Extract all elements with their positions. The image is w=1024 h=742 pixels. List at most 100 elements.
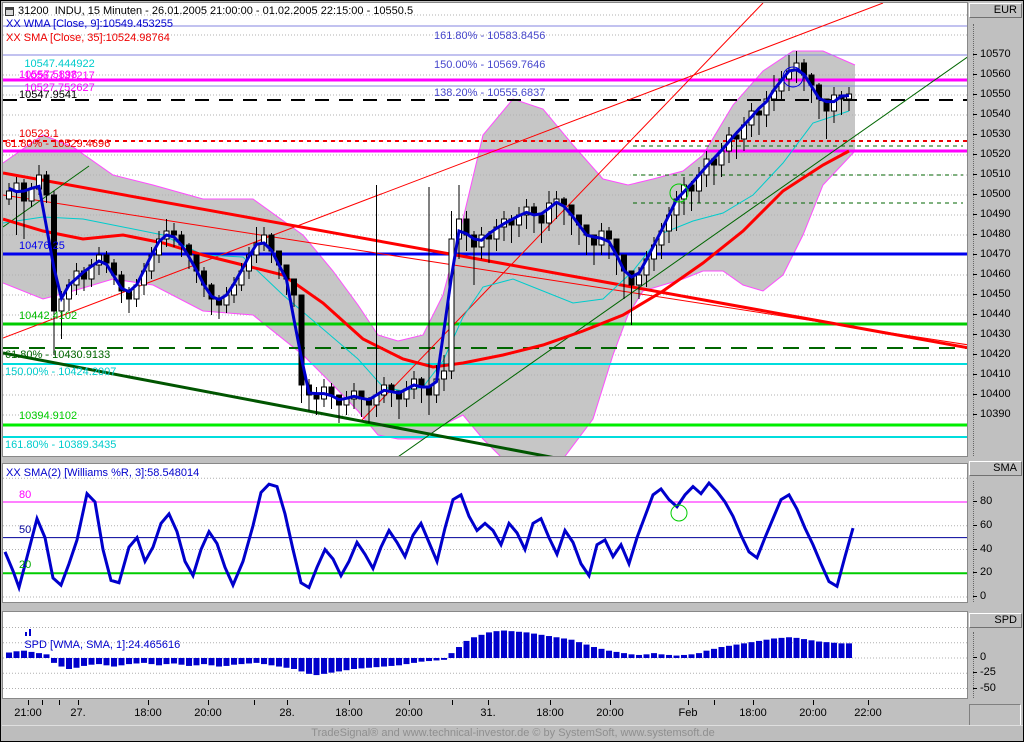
time-tick [287,700,288,705]
time-tick [688,700,689,705]
legend-wma: XX WMA [Close, 9]:10549.453255 [6,18,173,30]
eur-axis-label-tick [973,374,977,375]
eur-axis-label: 10470 [980,248,1011,260]
time-tick [868,700,869,705]
eur-axis-header: EUR [969,3,1022,18]
band-mid-value: 10547.444922 [24,58,95,70]
spd-panel[interactable]: SPD [WMA, SMA, 1]:24.465616 [2,611,968,699]
spd-axis-label: -25 [980,666,996,679]
price-level-label: 10523.1 [19,128,59,140]
eur-axis-label: 10420 [980,348,1011,360]
eur-axis-label-tick [973,354,977,355]
time-axis: 21:00 27. 18:00 20:00 28. 18:00 20:00 31. 18:00 2… [2,699,968,725]
eur-axis-label: 10550 [980,88,1011,100]
legend-spd: SPD [WMA, SMA, 1]:24.465616 [6,615,180,663]
time-axis-label: 20:00 [395,707,423,719]
eur-axis-label: 10490 [980,208,1011,220]
time-tick [208,700,209,705]
time-tick [349,700,350,705]
price-level-label: 61.80% - 10529.4696 [5,138,111,150]
price-level-label: 161.80% - 10583.8456 [434,30,546,42]
time-axis-label: 18:00 [739,707,767,719]
time-axis-label: 22:00 [854,707,882,719]
time-axis-label: 21:00 [14,707,42,719]
spd-axis-label-tick [973,672,977,674]
time-axis-label: Feb [678,707,698,719]
eur-axis-label: 10530 [980,128,1011,140]
eur-axis-label-tick [973,94,977,95]
sma-axis-label: 40 [980,542,993,555]
williams-level-label: 50 [19,524,32,536]
eur-axis-label-tick [973,234,977,235]
footer-credit: TradeSignal® and www.technical-investor.… [2,725,1023,741]
time-tick [550,700,551,705]
eur-axis-line [973,24,974,456]
price-level-label: 150.00% - 10424.2007 [5,366,117,378]
price-level-label: 161.80% - 10389.3435 [5,439,117,451]
spd-axis-label-tick [973,657,977,658]
right-axis-column: EUR SMA SPD 10570 10560 10550 10540 10530 105… [968,2,1023,741]
price-level-label: 10442.4102 [19,310,78,322]
eur-axis-label-tick [973,194,977,195]
eur-axis-label-tick [973,254,977,255]
eur-axis-label-tick [973,74,977,75]
sma-axis-label-tick [973,548,977,550]
eur-axis-label: 10540 [980,108,1011,120]
time-axis-label: 18:00 [335,707,363,719]
time-axis-label: 18:00 [134,707,162,719]
chart-title: 31200 INDU, 15 Minuten - 26.01.2005 21:0… [18,5,414,17]
eur-axis-label-tick [973,294,977,295]
time-tick [409,700,410,705]
price-level-label: 150.00% - 10569.7646 [434,59,546,71]
eur-axis-label-tick [973,394,977,395]
time-axis-label: 20:00 [596,707,624,719]
eur-axis-label: 10410 [980,368,1011,380]
time-tick [714,700,715,705]
sma-axis-label: 0 [980,590,987,602]
spd-axis-label: 0 [980,651,987,663]
time-tick [452,700,453,705]
price-level-label: 10476.25 [19,240,65,252]
sma-axis-label-tick [973,596,977,597]
chart-window-icon[interactable] [5,6,14,16]
time-tick [813,700,814,705]
sma-axis-header: SMA [969,461,1022,476]
spd-canvas [3,627,967,689]
spd-axis-label: -50 [980,681,996,694]
eur-axis-label: 10570 [980,48,1011,60]
sma-axis-label-tick [973,572,977,574]
spd-axis-header: SPD [969,613,1022,628]
williams-r-canvas [3,477,967,598]
time-axis-label: 20:00 [799,707,827,719]
legend-williams: XX SMA(2) [Williams %R, 3]:58.548014 [6,467,200,479]
sma-axis-label: 20 [980,566,993,579]
time-tick [610,700,611,705]
time-tick [254,700,255,705]
time-tick [488,700,489,705]
time-tick [42,700,43,705]
sma-axis-label-tick [973,501,977,502]
eur-axis-label: 10400 [980,388,1011,400]
price-level-label: 61.80% - 10430.9133 [5,349,111,361]
eur-axis-label-tick [973,274,977,275]
eur-axis-label-tick [973,114,977,115]
time-axis-label: 27. [70,707,86,719]
sma-axis-label: 80 [980,495,993,507]
time-tick [78,700,79,705]
eur-axis-label-tick [973,54,977,55]
williams-r-panel[interactable]: 80 50 20 XX SMA(2) [Williams %R, 3]:58.548… [2,463,968,603]
time-tick [28,700,29,705]
eur-axis-label: 10520 [980,148,1011,160]
sma-axis-line [973,481,974,602]
eur-axis-label: 10500 [980,188,1011,200]
price-chart-panel[interactable]: 161.80% - 10583.8456 150.00% - 10569.7646… [2,2,968,457]
eur-axis-label: 10480 [980,228,1011,240]
time-axis-label: 20:00 [194,707,222,719]
sma-axis-label: 60 [980,518,993,531]
eur-axis-label-tick [973,414,977,415]
band-upper-value: 10567.137217 [24,70,95,82]
eur-axis-label: 10440 [980,308,1011,320]
spd-axis-label-tick [973,687,977,689]
price-level-label: 138.20% - 10555.6837 [434,87,546,99]
price-level-label: 10557.5898 [19,69,78,81]
